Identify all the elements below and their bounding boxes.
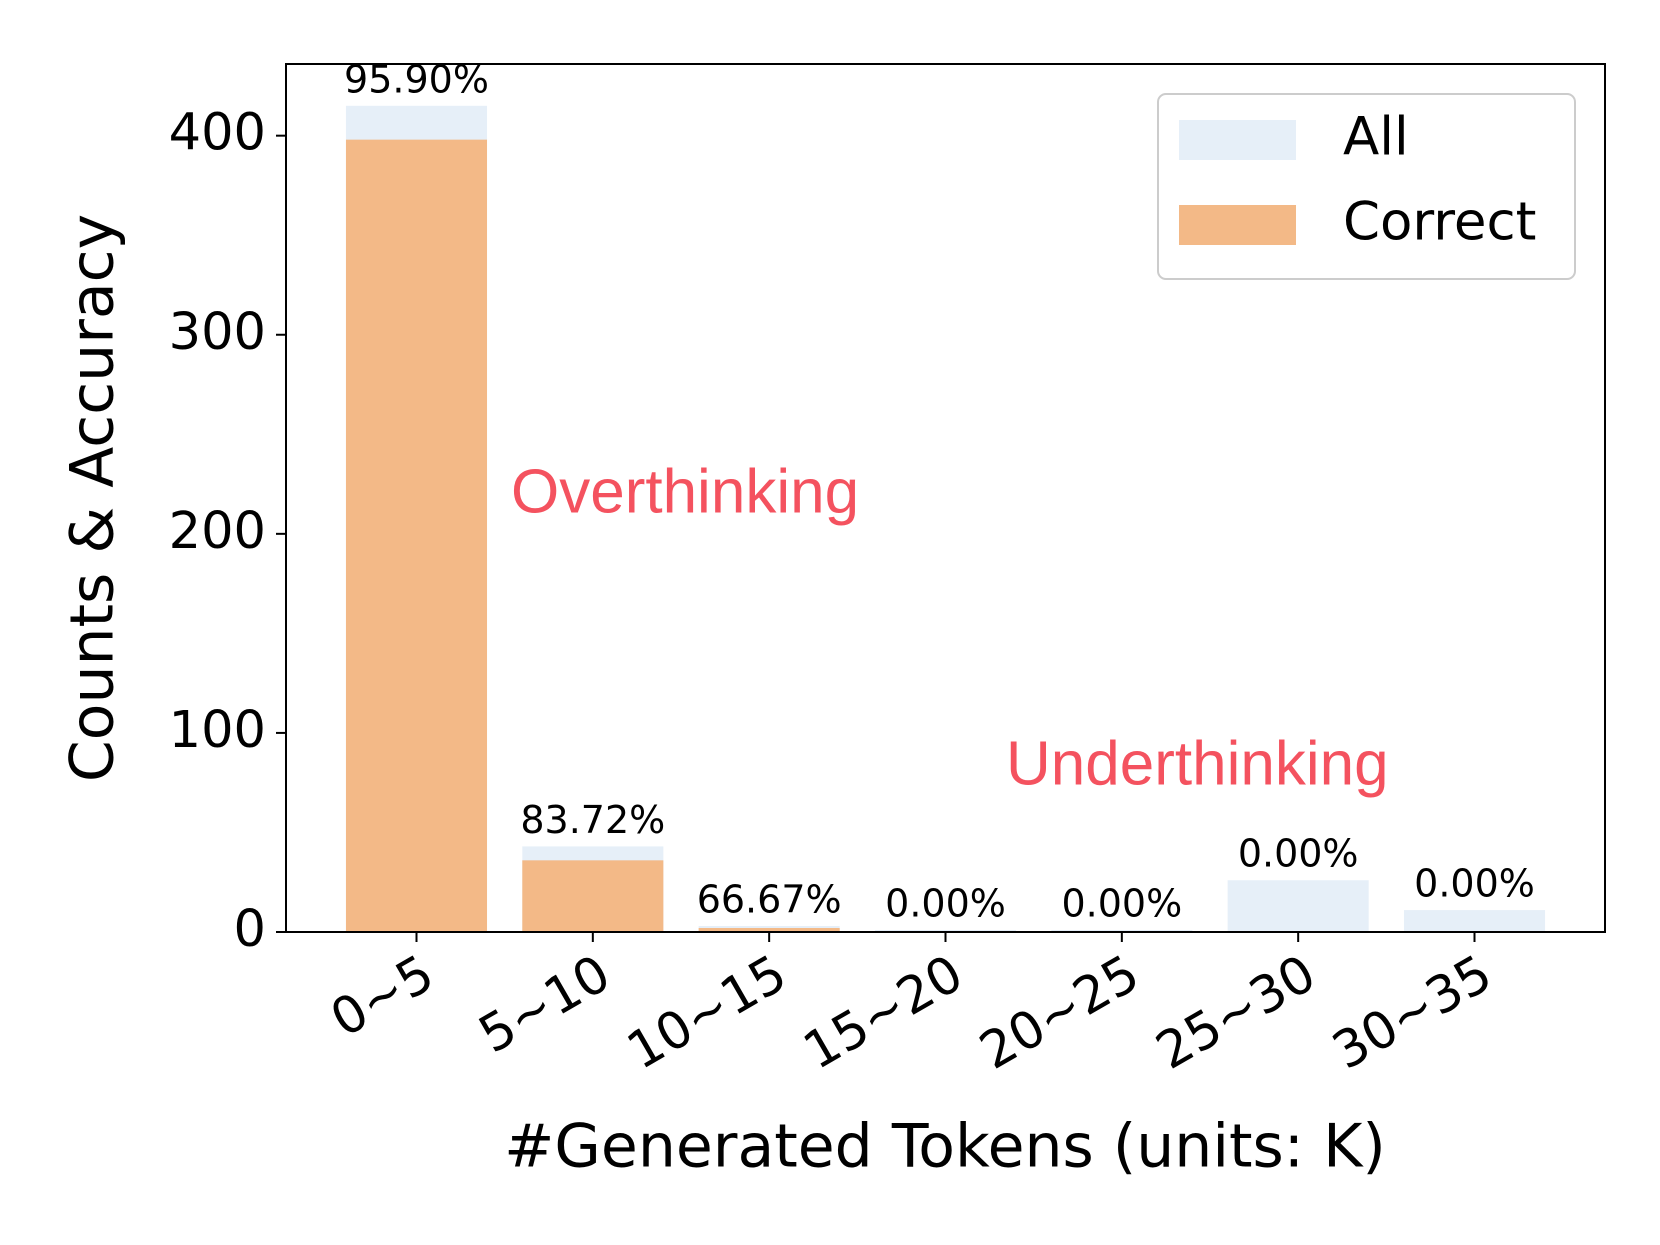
x-axis-title: #Generated Tokens (units: K): [504, 1112, 1386, 1182]
x-tick-label: 15~20: [794, 944, 973, 1081]
y-tick-label: 300: [169, 303, 266, 362]
accuracy-label: 66.67%: [697, 878, 842, 922]
bar: [698, 928, 840, 932]
accuracy-label: 0.00%: [1238, 832, 1359, 876]
x-tick-label: 20~25: [970, 944, 1149, 1081]
y-axis-title: Counts & Accuracy: [58, 214, 128, 782]
x-tick-label: 25~30: [1147, 944, 1326, 1081]
annotation: Overthinking: [511, 457, 859, 526]
accuracy-label: 83.72%: [520, 798, 665, 842]
accuracy-label: 0.00%: [1061, 882, 1182, 926]
legend: All Correct: [1157, 93, 1576, 280]
legend-swatch: [1179, 120, 1296, 160]
accuracy-label: 0.00%: [1414, 862, 1535, 906]
x-tick-label: 5~10: [470, 944, 621, 1065]
accuracy-label: 0.00%: [885, 882, 1006, 926]
legend-swatch: [1179, 205, 1296, 245]
bar: [522, 860, 664, 932]
bar: [1403, 910, 1546, 932]
y-tick-label: 400: [169, 104, 266, 163]
annotation: Underthinking: [1006, 729, 1389, 798]
bar: [1227, 880, 1369, 932]
x-tick-label: 0~5: [321, 944, 444, 1049]
y-tick-label: 100: [169, 701, 266, 760]
legend-label: Correct: [1343, 192, 1536, 253]
x-tick-label: 10~15: [618, 944, 797, 1081]
y-tick-label: 200: [169, 502, 266, 561]
bar: [345, 139, 488, 933]
y-tick-label: 0: [234, 900, 266, 959]
legend-label: All: [1343, 107, 1409, 168]
x-tick-label: 30~35: [1323, 944, 1502, 1081]
